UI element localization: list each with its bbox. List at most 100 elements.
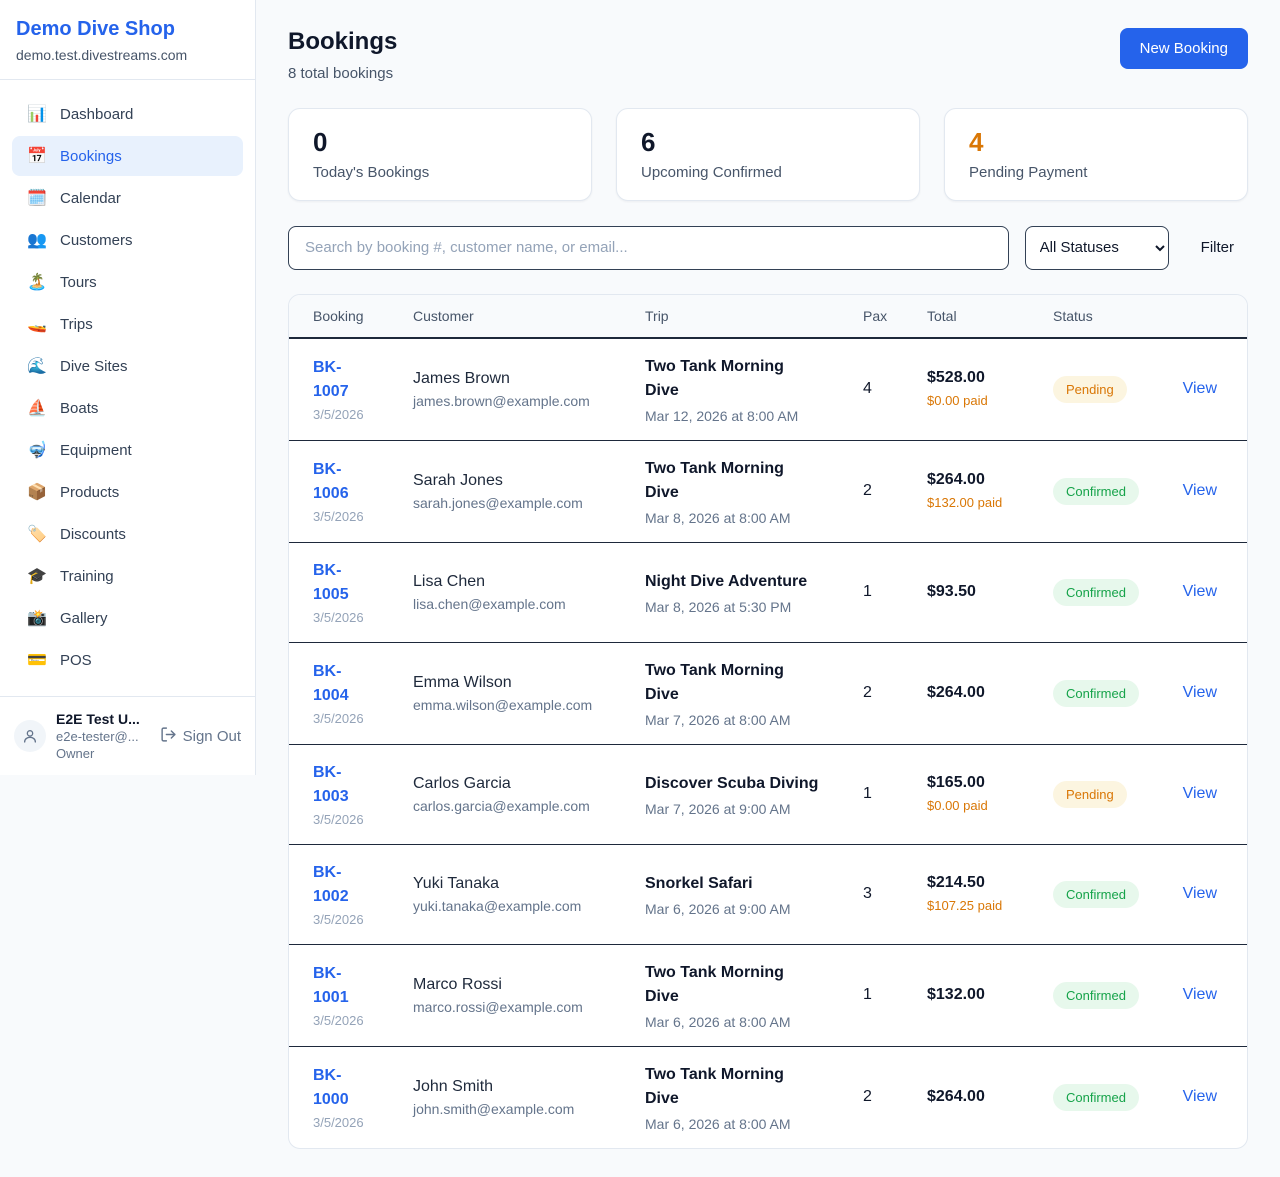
sailboat-icon: ⛵ xyxy=(27,400,47,417)
filter-button[interactable]: Filter xyxy=(1200,239,1234,257)
status-cell: Confirmed xyxy=(1053,679,1177,707)
stat-value: 0 xyxy=(313,127,328,157)
stat-value: 6 xyxy=(641,127,656,157)
view-link[interactable]: View xyxy=(1182,684,1217,702)
view-link[interactable]: View xyxy=(1182,785,1217,803)
sidebar-item-customers[interactable]: 👥 Customers xyxy=(12,220,243,260)
total-amount: $165.00 xyxy=(927,773,985,791)
sidebar-item-label: Boats xyxy=(60,399,99,417)
actions-cell: View xyxy=(1177,583,1223,601)
trip-datetime: Mar 12, 2026 at 8:00 AM xyxy=(645,407,799,424)
sidebar-item-bookings[interactable]: 📅 Bookings xyxy=(12,136,243,176)
search-input[interactable] xyxy=(288,225,1009,270)
trip-datetime: Mar 8, 2026 at 5:30 PM xyxy=(645,598,792,615)
user-name: E2E Test U... xyxy=(56,711,140,727)
booking-cell: BK-1004 3/5/2026 xyxy=(313,660,413,726)
booking-cell: BK-1005 3/5/2026 xyxy=(313,559,413,625)
trip-name: Two Tank Morning Dive xyxy=(645,963,784,1005)
page-subtitle: 8 total bookings xyxy=(288,65,394,82)
booking-number-link[interactable]: BK-1002 xyxy=(313,864,349,906)
total-amount: $132.00 xyxy=(927,986,985,1004)
sidebar-item-label: Dive Sites xyxy=(60,357,128,375)
sidebar-item-gallery[interactable]: 📸 Gallery xyxy=(12,598,243,638)
booking-number-link[interactable]: BK-1003 xyxy=(313,764,349,806)
sidebar-item-label: Products xyxy=(60,483,120,501)
stat-value: 4 xyxy=(969,127,984,157)
stat-label: Pending Payment xyxy=(969,163,1088,181)
sidebar-item-dashboard[interactable]: 📊 Dashboard xyxy=(12,94,243,134)
trip-cell: Snorkel Safari Mar 6, 2026 at 9:00 AM xyxy=(645,872,863,917)
status-cell: Confirmed xyxy=(1053,981,1177,1009)
customer-email: marco.rossi@example.com xyxy=(413,998,583,1015)
booking-number-link[interactable]: BK-1004 xyxy=(313,663,349,705)
pax-value: 1 xyxy=(863,986,872,1004)
table-row: BK-1005 3/5/2026 Lisa Chen lisa.chen@exa… xyxy=(289,543,1247,643)
sidebar: Demo Dive Shop demo.test.divestreams.com… xyxy=(0,0,256,775)
booking-cell: BK-1000 3/5/2026 xyxy=(313,1064,413,1130)
view-link[interactable]: View xyxy=(1182,380,1217,398)
sidebar-item-calendar[interactable]: 🗓️ Calendar xyxy=(12,178,243,218)
booking-number-link[interactable]: BK-1006 xyxy=(313,461,349,503)
sidebar-item-label: POS xyxy=(60,651,92,669)
trip-datetime: Mar 6, 2026 at 9:00 AM xyxy=(645,900,791,917)
speedboat-icon: 🚤 xyxy=(27,316,47,333)
sidebar-item-boats[interactable]: ⛵ Boats xyxy=(12,388,243,428)
trip-name: Two Tank Morning Dive xyxy=(645,459,784,501)
actions-cell: View xyxy=(1177,785,1223,803)
actions-cell: View xyxy=(1177,684,1223,702)
sidebar-item-label: Discounts xyxy=(60,525,126,543)
customer-cell: James Brown james.brown@example.com xyxy=(413,370,645,409)
stat-card-upcoming-confirmed: 6 Upcoming Confirmed xyxy=(616,108,920,201)
column-header-booking: Booking xyxy=(313,307,364,324)
sidebar-item-tours[interactable]: 🏝️ Tours xyxy=(12,262,243,302)
actions-cell: View xyxy=(1177,885,1223,903)
sidebar-item-label: Bookings xyxy=(60,147,122,165)
status-cell: Confirmed xyxy=(1053,1083,1177,1111)
trip-cell: Night Dive Adventure Mar 8, 2026 at 5:30… xyxy=(645,570,863,615)
sidebar-item-equipment[interactable]: 🤿 Equipment xyxy=(12,430,243,470)
booking-number-link[interactable]: BK-1000 xyxy=(313,1067,349,1109)
customer-cell: Yuki Tanaka yuki.tanaka@example.com xyxy=(413,875,645,914)
sidebar-item-discounts[interactable]: 🏷️ Discounts xyxy=(12,514,243,554)
sidebar-item-training[interactable]: 🎓 Training xyxy=(12,556,243,596)
customer-cell: Carlos Garcia carlos.garcia@example.com xyxy=(413,775,645,814)
customer-email: john.smith@example.com xyxy=(413,1100,575,1117)
booking-number-link[interactable]: BK-1001 xyxy=(313,965,349,1007)
customer-name: Sarah Jones xyxy=(413,471,503,489)
graduation-cap-icon: 🎓 xyxy=(27,568,47,585)
customer-email: james.brown@example.com xyxy=(413,392,590,409)
total-amount: $264.00 xyxy=(927,684,985,702)
view-link[interactable]: View xyxy=(1182,583,1217,601)
sidebar-item-pos[interactable]: 💳 POS xyxy=(12,640,243,680)
sidebar-item-dive-sites[interactable]: 🌊 Dive Sites xyxy=(12,346,243,386)
booking-cell: BK-1007 3/5/2026 xyxy=(313,356,413,422)
view-link[interactable]: View xyxy=(1182,482,1217,500)
new-booking-button[interactable]: New Booking xyxy=(1119,28,1248,69)
stats-row: 0 Today's Bookings 6 Upcoming Confirmed … xyxy=(288,108,1248,201)
sidebar-item-products[interactable]: 📦 Products xyxy=(12,472,243,512)
booking-date: 3/5/2026 xyxy=(313,1115,364,1131)
trip-cell: Two Tank Morning Dive Mar 6, 2026 at 8:0… xyxy=(645,961,863,1030)
status-cell: Pending xyxy=(1053,780,1177,808)
customer-name: Yuki Tanaka xyxy=(413,874,499,892)
booking-number-link[interactable]: BK-1007 xyxy=(313,359,349,401)
bookings-table: Booking Customer Trip Pax Total Status B… xyxy=(288,293,1248,1149)
pax-value: 1 xyxy=(863,785,872,803)
sidebar-item-trips[interactable]: 🚤 Trips xyxy=(12,304,243,344)
customer-cell: John Smith john.smith@example.com xyxy=(413,1078,645,1117)
table-row: BK-1003 3/5/2026 Carlos Garcia carlos.ga… xyxy=(289,745,1247,845)
view-link[interactable]: View xyxy=(1182,885,1217,903)
booking-number-link[interactable]: BK-1005 xyxy=(313,562,349,604)
total-cell: $93.50 xyxy=(927,583,1053,601)
page-header: Bookings 8 total bookings New Booking xyxy=(288,28,1248,82)
customer-name: John Smith xyxy=(413,1077,494,1095)
total-amount: $528.00 xyxy=(927,368,985,386)
sidebar-item-label: Calendar xyxy=(60,189,121,207)
view-link[interactable]: View xyxy=(1182,1088,1217,1106)
customer-cell: Emma Wilson emma.wilson@example.com xyxy=(413,674,645,713)
sign-out-button[interactable]: Sign Out xyxy=(160,726,241,747)
customer-email: yuki.tanaka@example.com xyxy=(413,897,582,914)
view-link[interactable]: View xyxy=(1182,986,1217,1004)
status-filter-select[interactable]: All Statuses xyxy=(1024,225,1169,270)
table-row: BK-1007 3/5/2026 James Brown james.brown… xyxy=(289,339,1247,441)
